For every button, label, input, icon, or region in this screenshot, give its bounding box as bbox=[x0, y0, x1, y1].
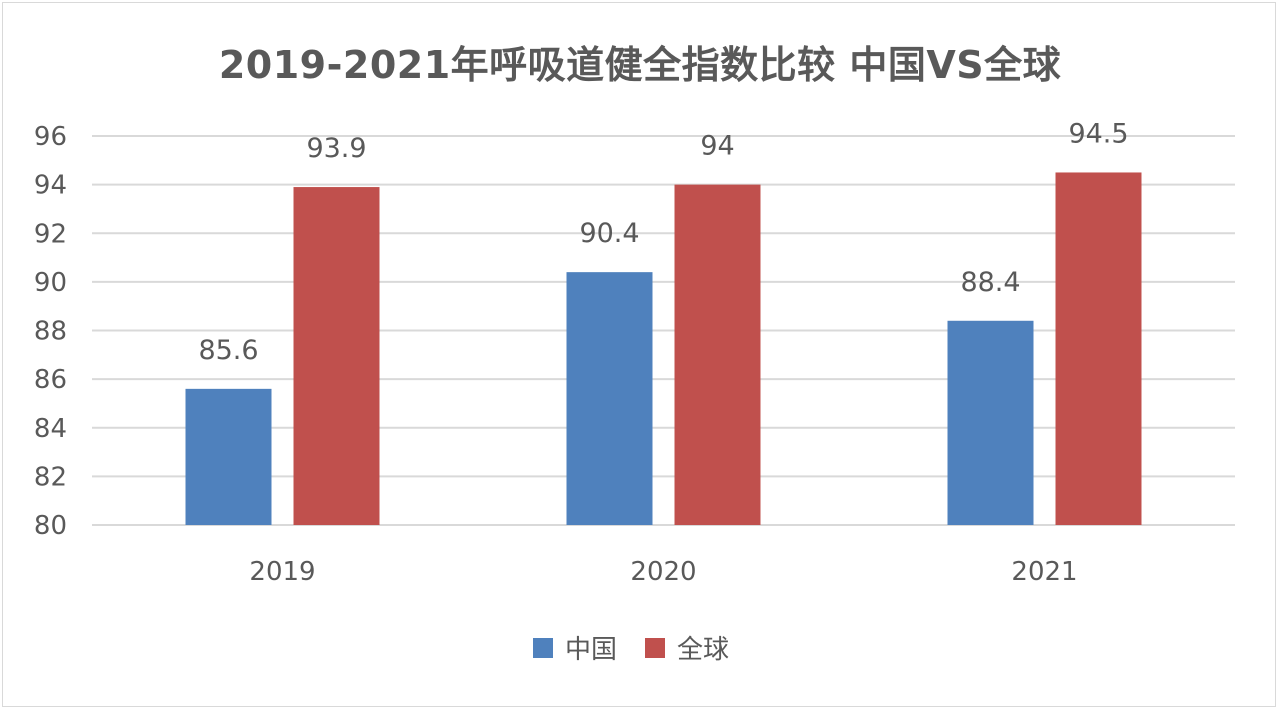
y-tick-label: 84 bbox=[34, 414, 67, 444]
legend-label-series-0: 中国 bbox=[565, 635, 617, 665]
y-tick-label: 86 bbox=[34, 365, 67, 395]
data-label-2020-series-0: 90.4 bbox=[579, 218, 639, 249]
y-tick-label: 92 bbox=[34, 219, 67, 249]
y-tick-label: 82 bbox=[34, 462, 67, 492]
x-tick-label-2021: 2021 bbox=[1011, 557, 1077, 587]
y-tick-label: 80 bbox=[34, 511, 67, 541]
x-tick-label-2020: 2020 bbox=[630, 557, 696, 587]
x-tick-label-2019: 2019 bbox=[249, 557, 315, 587]
data-label-2021-series-0: 88.4 bbox=[960, 267, 1020, 298]
data-label-2019-series-1: 93.9 bbox=[306, 133, 366, 164]
y-tick-label: 90 bbox=[34, 268, 67, 298]
bar-2019-series-1 bbox=[293, 187, 380, 525]
chart-title: 2019-2021年呼吸道健全指数比较 中国VS全球 bbox=[218, 43, 1062, 87]
bar-2021-series-1 bbox=[1055, 172, 1142, 525]
legend-swatch-series-1 bbox=[645, 638, 665, 658]
data-label-2020-series-1: 94 bbox=[700, 131, 734, 162]
bar-2020-series-0 bbox=[566, 272, 653, 525]
data-labels: 85.6 93.9 90.4 94 88.4 94.5 bbox=[198, 118, 1128, 365]
bar-2021-series-0 bbox=[947, 320, 1034, 525]
y-tick-label: 88 bbox=[34, 317, 67, 347]
y-tick-label: 94 bbox=[34, 171, 67, 201]
gridlines bbox=[92, 135, 1235, 526]
legend-label-series-1: 全球 bbox=[677, 635, 729, 665]
data-label-2019-series-0: 85.6 bbox=[198, 335, 258, 366]
legend-swatch-series-0 bbox=[533, 638, 553, 658]
bars bbox=[185, 172, 1142, 525]
bar-2019-series-0 bbox=[185, 388, 272, 525]
bar-2020-series-1 bbox=[674, 184, 761, 525]
x-axis: 2019 2020 2021 bbox=[249, 557, 1077, 587]
y-tick-label: 96 bbox=[34, 122, 67, 152]
y-axis: 80 82 84 86 88 90 92 94 96 bbox=[34, 122, 67, 541]
legend: 中国 全球 bbox=[533, 635, 729, 665]
data-label-2021-series-1: 94.5 bbox=[1068, 118, 1128, 149]
